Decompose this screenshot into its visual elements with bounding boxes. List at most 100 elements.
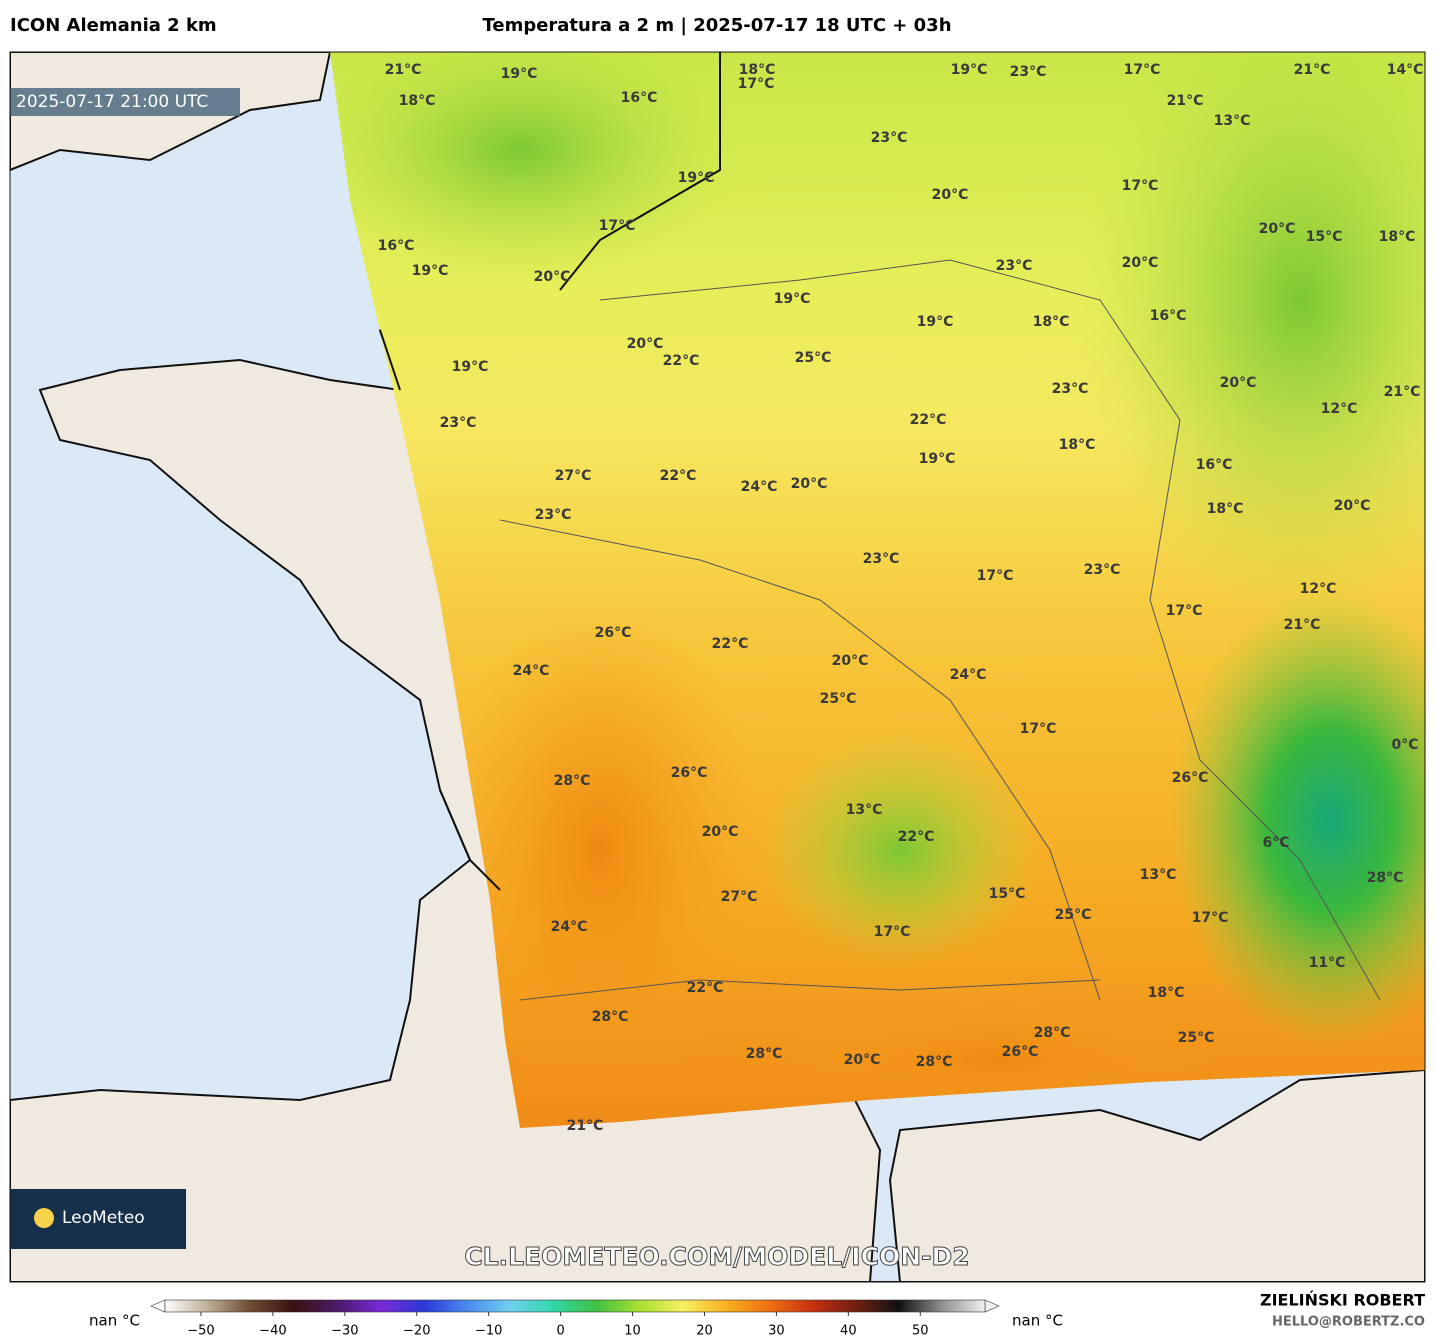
temperature-label: 19°C (412, 263, 449, 279)
temperature-label: 17°C (1122, 178, 1159, 194)
temperature-label: 28°C (1034, 1025, 1071, 1041)
nan-right: nan °C (1012, 1312, 1063, 1330)
temperature-label: 22°C (660, 468, 697, 484)
temperature-label: 17°C (977, 568, 1014, 584)
temperature-label: 0°C (1391, 737, 1418, 753)
temperature-label: 24°C (513, 663, 550, 679)
temperature-label: 17°C (1020, 721, 1057, 737)
temperature-label: 14°C (1387, 62, 1424, 78)
colorbar-tick-label: −40 (259, 1324, 286, 1339)
temperature-label: 21°C (1167, 93, 1204, 109)
temperature-label: 19°C (951, 62, 988, 78)
temperature-field (330, 52, 1425, 1128)
author: ZIELIŃSKI ROBERT (1260, 1291, 1425, 1310)
temperature-label: 20°C (932, 187, 969, 203)
colorbar-tick-label: 0 (556, 1324, 564, 1339)
temperature-label: 21°C (1294, 62, 1331, 78)
temperature-label: 23°C (1010, 64, 1047, 80)
temperature-label: 22°C (663, 353, 700, 369)
temperature-label: 17°C (1192, 910, 1229, 926)
colorbar (164, 1299, 986, 1313)
temperature-label: 25°C (1055, 907, 1092, 923)
temperature-label: 17°C (1166, 603, 1203, 619)
temperature-label: 22°C (898, 829, 935, 845)
temperature-label: 20°C (844, 1052, 881, 1068)
watermark: CL.LEOMETEO.COM/MODEL/ICON-D2 (464, 1242, 969, 1271)
temperature-label: 20°C (702, 824, 739, 840)
temperature-label: 18°C (1207, 501, 1244, 517)
colorbar-tick-label: −20 (403, 1324, 430, 1339)
temperature-label: 18°C (1379, 229, 1416, 245)
temperature-label: 13°C (1214, 113, 1251, 129)
temperature-label: 23°C (440, 415, 477, 431)
colorbar-end (150, 1299, 166, 1313)
temperature-label: 21°C (567, 1118, 604, 1134)
temperature-label: 18°C (1059, 437, 1096, 453)
temperature-label: 17°C (1124, 62, 1161, 78)
temperature-label: 23°C (535, 507, 572, 523)
temperature-label: 28°C (916, 1054, 953, 1070)
temperature-label: 20°C (1334, 498, 1371, 514)
temperature-label: 27°C (555, 468, 592, 484)
temperature-label: 28°C (592, 1009, 629, 1025)
temperature-label: 16°C (1196, 457, 1233, 473)
temperature-label: 19°C (917, 314, 954, 330)
temperature-label: 16°C (1150, 308, 1187, 324)
temperature-label: 18°C (1033, 314, 1070, 330)
temperature-label: 22°C (687, 980, 724, 996)
colorbar-tick-label: −50 (187, 1324, 214, 1339)
map-title: Temperatura a 2 m | 2025-07-17 18 UTC + … (482, 15, 951, 36)
temperature-label: 12°C (1321, 401, 1358, 417)
temperature-label: 17°C (738, 76, 775, 92)
temperature-label: 22°C (910, 412, 947, 428)
model-name: ICON Alemania 2 km (10, 15, 217, 36)
colorbar-tick-label: 30 (768, 1324, 785, 1339)
temperature-label: 17°C (599, 218, 636, 234)
logo: LeoMeteo (62, 1208, 145, 1228)
temperature-label: 23°C (1084, 562, 1121, 578)
temperature-label: 18°C (1148, 985, 1185, 1001)
temperature-label: 16°C (378, 238, 415, 254)
temperature-label: 15°C (989, 886, 1026, 902)
temperature-label: 18°C (739, 62, 776, 78)
temperature-label: 13°C (1140, 867, 1177, 883)
temperature-label: 22°C (712, 636, 749, 652)
temperature-label: 20°C (832, 653, 869, 669)
temperature-label: 28°C (746, 1046, 783, 1062)
temperature-label: 24°C (741, 479, 778, 495)
temperature-label: 24°C (551, 919, 588, 935)
temperature-label: 20°C (791, 476, 828, 492)
temperature-label: 25°C (820, 691, 857, 707)
email: HELLO@ROBERTZ.CO (1272, 1315, 1425, 1330)
temperature-label: 20°C (627, 336, 664, 352)
temperature-label: 26°C (671, 765, 708, 781)
temperature-label: 28°C (554, 773, 591, 789)
colorbar-end (984, 1299, 1000, 1313)
temperature-label: 11°C (1309, 955, 1346, 971)
temperature-label: 26°C (1172, 770, 1209, 786)
colorbar-tick-label: 50 (912, 1324, 929, 1339)
temperature-label: 25°C (1178, 1030, 1215, 1046)
temperature-label: 23°C (863, 551, 900, 567)
colorbar-tick-label: −30 (331, 1324, 358, 1339)
colorbar-tick-label: 40 (840, 1324, 857, 1339)
temperature-label: 21°C (385, 62, 422, 78)
colorbar-tick-label: 20 (696, 1324, 713, 1339)
temperature-label: 27°C (721, 889, 758, 905)
temperature-label: 23°C (1052, 381, 1089, 397)
nan-left: nan °C (89, 1312, 140, 1330)
temperature-label: 20°C (1122, 255, 1159, 271)
temperature-label: 20°C (534, 269, 571, 285)
temperature-label: 16°C (621, 90, 658, 106)
temperature-label: 6°C (1262, 835, 1289, 851)
temperature-label: 26°C (595, 625, 632, 641)
colorbar-tick-label: 10 (624, 1324, 641, 1339)
temperature-label: 18°C (399, 93, 436, 109)
map: 21°C 19°C 18°C17°C19°C 23°C 17°C 21°C 14°C18°C… (10, 52, 1425, 1282)
temperature-label: 21°C (1384, 384, 1421, 400)
temperature-label: 21°C (1284, 617, 1321, 633)
temperature-label: 17°C (874, 924, 911, 940)
temperature-label: 23°C (871, 130, 908, 146)
temperature-label: 19°C (501, 66, 538, 82)
